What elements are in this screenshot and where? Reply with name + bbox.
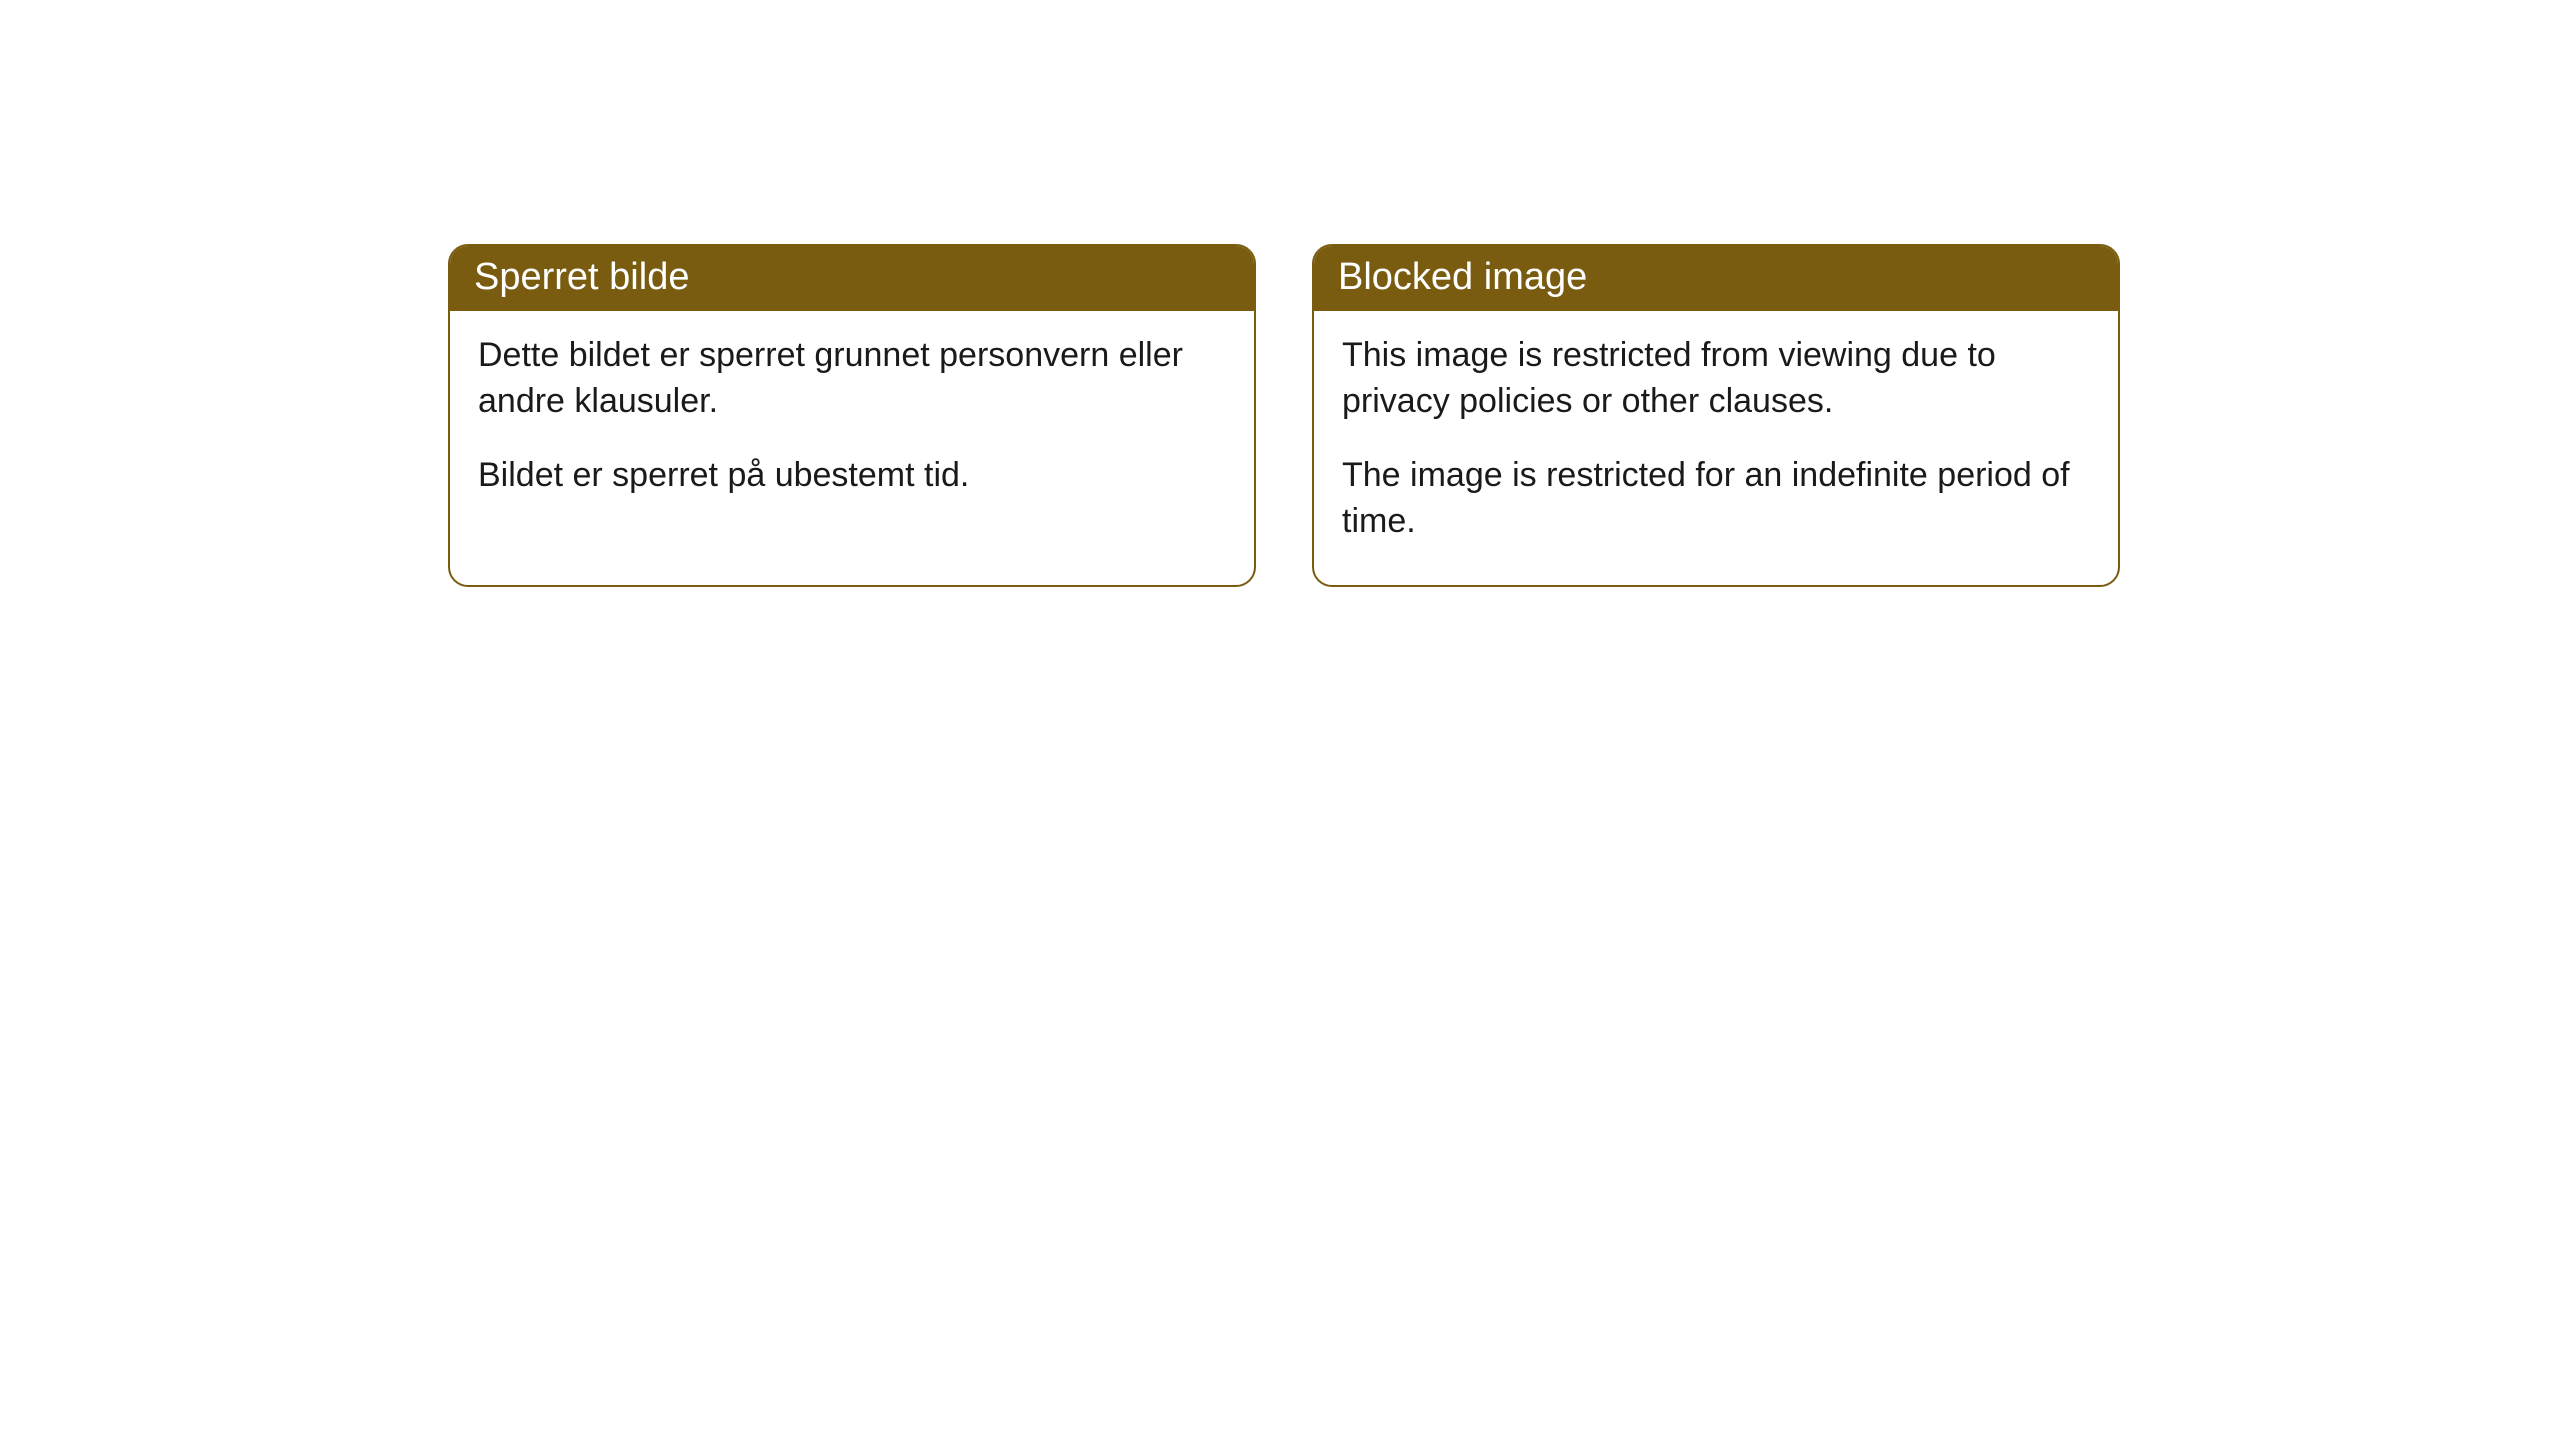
- notice-text-english-1: This image is restricted from viewing du…: [1342, 333, 2090, 425]
- notice-text-norwegian-1: Dette bildet er sperret grunnet personve…: [478, 333, 1226, 425]
- notice-text-norwegian-2: Bildet er sperret på ubestemt tid.: [478, 453, 1226, 499]
- card-body-norwegian: Dette bildet er sperret grunnet personve…: [450, 311, 1254, 539]
- notice-container: Sperret bilde Dette bildet er sperret gr…: [0, 0, 2560, 587]
- notice-card-english: Blocked image This image is restricted f…: [1312, 244, 2120, 587]
- card-header-norwegian: Sperret bilde: [450, 246, 1254, 311]
- card-header-english: Blocked image: [1314, 246, 2118, 311]
- notice-card-norwegian: Sperret bilde Dette bildet er sperret gr…: [448, 244, 1256, 587]
- card-body-english: This image is restricted from viewing du…: [1314, 311, 2118, 585]
- notice-text-english-2: The image is restricted for an indefinit…: [1342, 453, 2090, 545]
